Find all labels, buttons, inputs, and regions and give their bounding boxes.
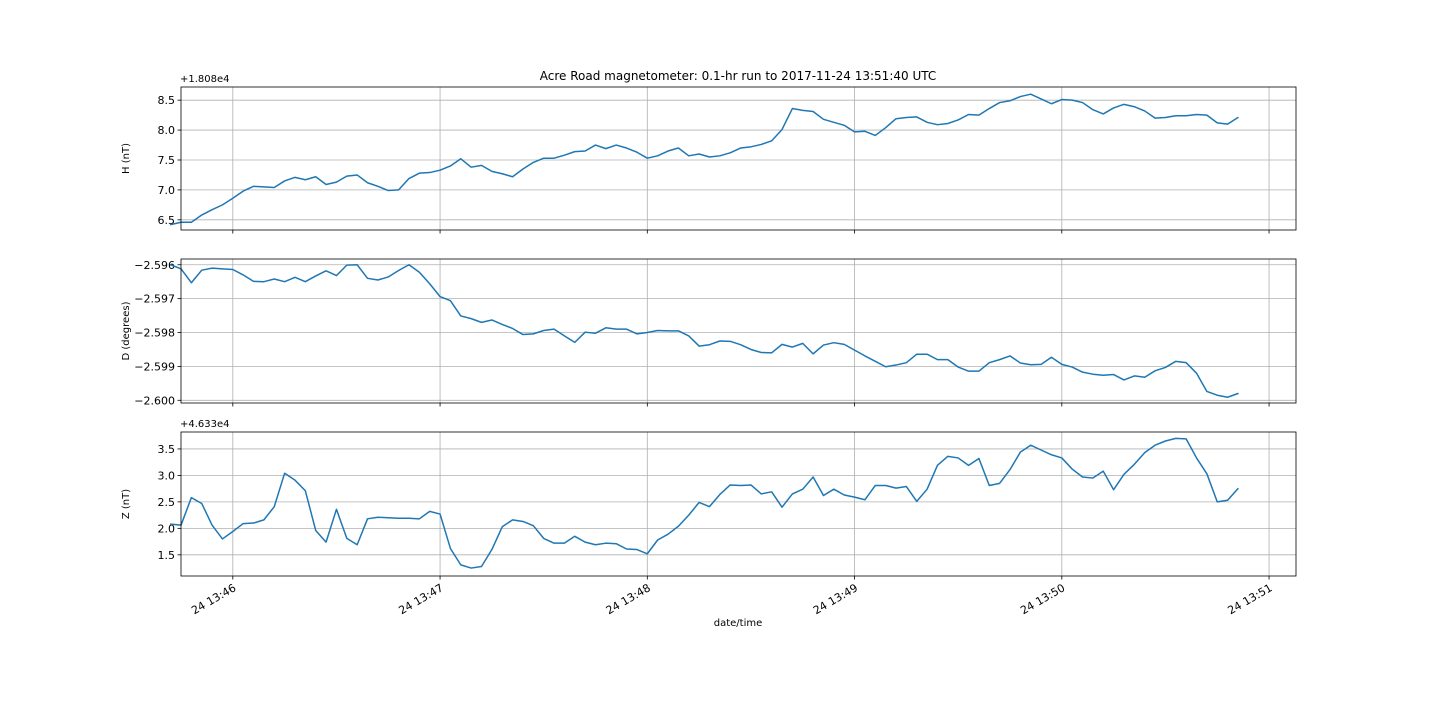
panel-3: 1.5 2.0 2.5 3.0 3.5 Z (nT) +4.633e4: [121, 419, 1297, 580]
y-axis-label: D (degrees): [121, 301, 132, 360]
panel-2: −2.600 −2.599 −2.598 −2.597 −2.596 D (degrees…: [121, 258, 1297, 407]
y-tick-label: 2.0: [158, 522, 176, 535]
series-line-panel-3: [169, 437, 1239, 569]
x-axis-label: date/time: [714, 618, 763, 629]
offset-label: +1.808e4: [180, 74, 230, 85]
x-axis: 24 13:46 24 13:47 24 13:48 24 13:49 24 13:50…: [189, 581, 1274, 617]
y-tick-label: −2.598: [134, 327, 175, 340]
x-tick-label: 24 13:47: [396, 581, 445, 617]
y-axis-label: Z (nT): [121, 489, 132, 519]
axes-frame: [180, 258, 1297, 404]
y-tick-label: −2.596: [134, 259, 175, 272]
panel-1: 6.5 7.0 7.5 8.0 8.5 H (nT) +1.808e4: [121, 74, 1297, 234]
y-tick-label: 7.0: [158, 184, 176, 197]
series-line-panel-2: [169, 264, 1239, 398]
chart-title: Acre Road magnetometer: 0.1-hr run to 20…: [540, 69, 936, 83]
y-tick-label: 8.0: [158, 124, 176, 137]
y-tick-label: 1.5: [158, 549, 176, 562]
y-axis-label: H (nT): [121, 143, 132, 174]
panels-group: 6.5 7.0 7.5 8.0 8.5 H (nT) +1.808e4 −2.600 −2.59…: [121, 74, 1297, 580]
y-tick-label: −2.599: [134, 360, 175, 373]
x-tick-label: 24 13:50: [1018, 581, 1067, 617]
x-tick-label: 24 13:46: [189, 581, 238, 617]
y-tick-label: 3.5: [158, 443, 176, 456]
y-tick-label: 7.5: [158, 154, 176, 167]
axes-frame: [180, 431, 1297, 577]
y-tick-label: 3.0: [158, 469, 176, 482]
y-tick-label: 6.5: [158, 214, 176, 227]
axes-frame: [180, 86, 1297, 231]
series-line-panel-1: [169, 93, 1239, 226]
y-tick-label: 2.5: [158, 496, 176, 509]
x-tick-label: 24 13:51: [1225, 581, 1274, 617]
y-tick-label: 8.5: [158, 94, 176, 107]
y-tick-label: −2.600: [134, 394, 175, 407]
x-tick-label: 24 13:48: [604, 581, 653, 617]
x-tick-label: 24 13:49: [811, 581, 860, 617]
y-tick-label: −2.597: [134, 293, 175, 306]
offset-label: +4.633e4: [180, 419, 230, 430]
